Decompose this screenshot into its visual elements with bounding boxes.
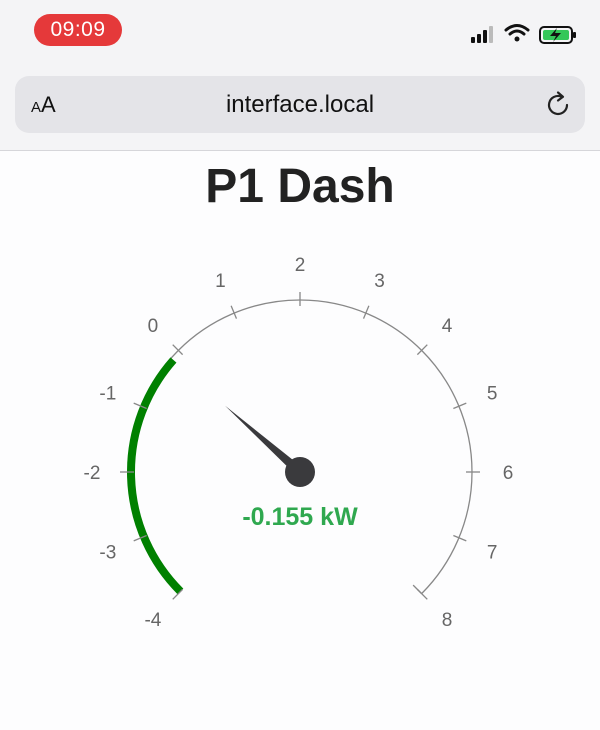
gauge-tick-label: 8	[442, 610, 453, 631]
gauge-tick	[230, 305, 238, 319]
gauge-fill-arc	[127, 357, 184, 595]
power-gauge: -4 -3 -2 -1 0 1 2 3 4 5 6 7 8 -0.155 kW	[84, 255, 514, 631]
gauge-tick	[416, 588, 428, 600]
status-time: 09:09	[34, 14, 122, 46]
gauge-tick	[453, 534, 467, 542]
gauge-tick-label: 7	[487, 543, 498, 564]
cellular-signal-icon	[471, 26, 493, 43]
gauge-tick-label: -4	[144, 610, 161, 631]
gauge-value-arc	[127, 357, 184, 595]
gauge-tick	[362, 305, 370, 319]
gauge-arc	[127, 299, 473, 595]
reload-icon[interactable]	[543, 90, 573, 120]
url-text[interactable]: interface.local	[225, 91, 375, 118]
status-bar: 09:09	[0, 0, 600, 66]
gauge-tick	[133, 534, 147, 542]
gauge-ticks	[120, 292, 480, 600]
gauge-tick-label: 5	[487, 383, 498, 404]
gauge-tick-label: 0	[148, 316, 159, 337]
gauge-tick-label: -1	[99, 383, 116, 404]
gauge-tick-labels: -4 -3 -2 -1 0 1 2 3 4 5 6 7 8	[84, 255, 514, 631]
gauge-tick-label: 4	[442, 316, 453, 337]
gauge-needle	[225, 405, 315, 487]
address-bar[interactable]: AA interface.local	[15, 76, 585, 133]
text-size-small-label: A	[31, 99, 42, 116]
gauge-tick-label: -3	[99, 543, 116, 564]
gauge-tick-label: -2	[84, 463, 101, 484]
text-size-large-label: A	[41, 92, 56, 117]
gauge-value-readout: -0.155 kW	[242, 503, 358, 531]
gauge-tick	[416, 344, 428, 356]
status-icons	[471, 24, 576, 44]
gauge-tick	[172, 344, 184, 356]
page-content: P1 Dash -4 -3 -2 -1 0 1 2 3 4 5 6 7 8 -0.155 kW	[0, 151, 600, 730]
wifi-icon	[504, 24, 530, 42]
gauge-needle-hub	[285, 457, 315, 487]
gauge-tick	[133, 402, 147, 410]
text-size-button[interactable]: AA	[31, 76, 56, 133]
page-title: P1 Dash	[205, 160, 395, 213]
gauge-tick-label: 2	[295, 255, 306, 276]
gauge-tick	[453, 402, 467, 410]
battery-charging-icon	[539, 26, 576, 44]
gauge-tick-label: 1	[215, 271, 226, 292]
gauge-tick-label: 3	[374, 271, 385, 292]
gauge-tick	[172, 588, 184, 600]
gauge-tick-label: 6	[503, 463, 514, 484]
browser-toolbar: AA interface.local	[0, 66, 600, 151]
gauge-needle-pointer	[225, 405, 304, 476]
gauge-dial	[127, 299, 473, 595]
